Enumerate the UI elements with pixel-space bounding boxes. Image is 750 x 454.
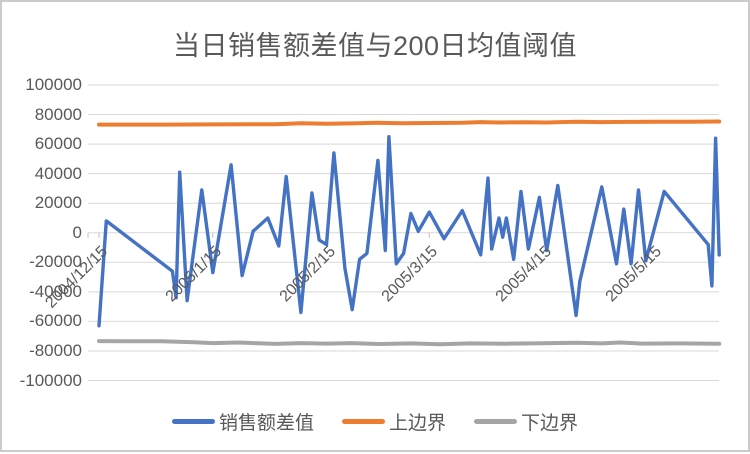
legend-item: 销售额差值 [171, 408, 314, 435]
legend-line-marker-icon [171, 419, 215, 424]
y-axis-label: -40000 [29, 281, 82, 301]
legend: 销售额差值 上边界 下边界 [2, 408, 748, 435]
legend-label: 销售额差值 [218, 413, 314, 434]
legend-line-marker-icon [474, 419, 517, 424]
legend-label: 下边界 [521, 413, 579, 434]
y-axis-label: -20000 [29, 252, 82, 272]
y-axis-label: -100000 [19, 370, 82, 390]
y-axis-label: 80000 [34, 104, 82, 124]
series-line-lower [97, 339, 722, 347]
y-axis-label: 20000 [34, 193, 82, 213]
series-line-diff [97, 134, 721, 328]
legend-line-marker-icon [341, 419, 385, 424]
legend-item: 上边界 [341, 408, 446, 435]
gridlines [88, 84, 719, 381]
legend-label: 上边界 [388, 413, 446, 434]
y-axis-label: -60000 [29, 311, 82, 331]
y-axis-label: 60000 [34, 134, 82, 154]
y-axis-label: 0 [72, 222, 82, 242]
chart-title: 当日销售额差值与200日均值阈值 [172, 31, 578, 61]
legend-item: 下边界 [474, 408, 578, 435]
y-axis-label: 40000 [34, 163, 82, 183]
series-lines [97, 119, 722, 347]
series-line-upper [97, 119, 722, 127]
y-axis-label: -80000 [29, 340, 82, 360]
y-axis-label: 100000 [25, 75, 82, 94]
